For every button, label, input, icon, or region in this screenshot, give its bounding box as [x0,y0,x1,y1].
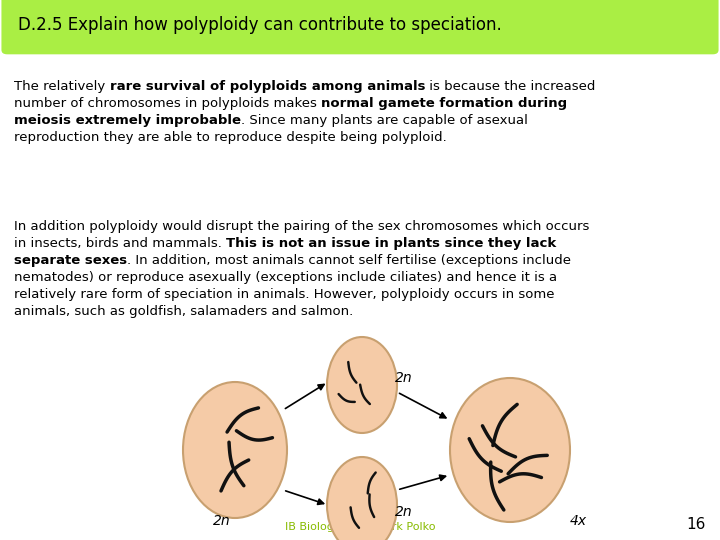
Text: 4x: 4x [570,514,587,528]
Text: separate sexes: separate sexes [14,254,127,267]
Text: 16: 16 [687,517,706,532]
Text: D.2.5 Explain how polyploidy can contribute to speciation.: D.2.5 Explain how polyploidy can contrib… [14,19,498,37]
Ellipse shape [327,457,397,540]
Text: 2n: 2n [395,371,413,385]
Ellipse shape [183,382,287,518]
Text: is because the increased: is because the increased [425,80,595,93]
Ellipse shape [327,337,397,433]
Text: In addition polyploidy would disrupt the pairing of the sex chromosomes which oc: In addition polyploidy would disrupt the… [14,220,590,233]
Text: reproduction they are able to reproduce despite being polyploid.: reproduction they are able to reproduce … [14,131,446,144]
Text: rare survival of polyploids among animals: rare survival of polyploids among animal… [109,80,425,93]
Text: . Since many plants are capable of asexual: . Since many plants are capable of asexu… [241,114,528,127]
Text: normal gamete formation during: normal gamete formation during [321,97,567,110]
Text: D.2.5 Explain how polyploidy can contribute to speciation.: D.2.5 Explain how polyploidy can contrib… [18,16,502,34]
Text: relatively rare form of speciation in animals. However, polyploidy occurs in som: relatively rare form of speciation in an… [14,288,554,301]
Text: number of chromosomes in polyploids makes: number of chromosomes in polyploids make… [14,97,321,110]
Ellipse shape [450,378,570,522]
FancyBboxPatch shape [2,3,718,53]
Text: meiosis extremely improbable: meiosis extremely improbable [14,114,241,127]
Text: This is not an issue in plants since they lack: This is not an issue in plants since the… [226,237,557,250]
Text: . In addition, most animals cannot self fertilise (exceptions include: . In addition, most animals cannot self … [127,254,571,267]
Text: 2n: 2n [213,514,231,528]
Text: 2n: 2n [395,505,413,519]
Text: nematodes) or reproduce asexually (exceptions include ciliates) and hence it is : nematodes) or reproduce asexually (excep… [14,271,557,284]
Text: in insects, birds and mammals.: in insects, birds and mammals. [14,237,226,250]
Text: animals, such as goldfish, salamaders and salmon.: animals, such as goldfish, salamaders an… [14,305,354,318]
Text: The relatively: The relatively [14,80,109,93]
Text: IB Biology SFP - Mark Polko: IB Biology SFP - Mark Polko [284,522,436,532]
